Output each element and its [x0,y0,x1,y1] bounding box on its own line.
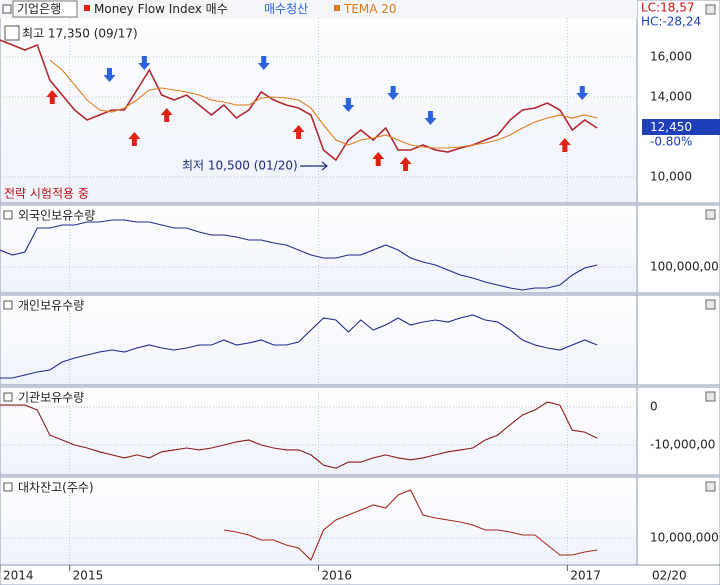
sell-arrow [424,111,437,125]
x-tick-label: 2015 [73,569,104,583]
buy-arrow [292,125,305,139]
sell-arrow [138,56,151,70]
annotation-arrow [300,161,328,171]
buy-arrow [399,157,412,171]
close-button [705,481,716,492]
legend-entry: TEMA 20 [343,2,397,16]
header-bar [0,0,637,18]
panel-icon [3,392,13,402]
annotation: 최고 17,350 (09/17) [22,27,138,41]
info-lc: LC:18,57 [641,1,694,15]
buy-arrow [558,138,571,152]
info-hc: HC:-28,24 [641,15,701,29]
axis-area [636,476,720,566]
close-button [705,209,716,220]
series-line [0,314,598,379]
panel-title: 대차잔고(주수) [18,481,94,495]
panel-title: 외국인보유수량 [18,209,95,223]
series-line [223,489,598,561]
sell-arrow [576,86,589,100]
axis-area [636,294,720,386]
panel [0,386,638,476]
buy-arrow [160,108,173,122]
y-tick-label: 0 [650,399,658,413]
y-tick-label: 10,000,000 [650,531,719,545]
legend-entry: Money Flow Index 매수 [94,2,228,16]
x-axis-area [0,564,720,585]
price-change: -0.80% [650,135,692,149]
buy-arrow [372,152,385,166]
buy-arrow [46,90,59,104]
sell-arrow [257,56,270,70]
panel [0,204,638,294]
sell-arrow [342,98,355,112]
y-tick-label: 100,000,00 [650,260,719,274]
symbol-box [12,0,78,18]
annotation-icon [4,25,20,41]
panel [0,476,638,566]
panel-title: 기관보유수량 [18,391,84,405]
series-line [0,401,598,469]
series-line [0,219,598,291]
buy-arrow [128,132,141,146]
axis-area [636,386,720,476]
x-tick-label: 2016 [322,569,353,583]
close-button [705,391,716,402]
sell-arrow [387,86,400,100]
x-end-label: 02/20 [652,569,687,583]
annotation: 최저 10,500 (01/20) [182,159,298,173]
panel-icon [3,300,13,310]
y-tick-label: 14,000 [650,90,692,104]
y-tick-label: -10,000,00 [650,437,715,451]
series-line [0,39,598,162]
legend-entry: 매수청산 [264,2,308,16]
y-tick-label: 16,000 [650,50,692,64]
x-tick-label: 2014 [3,569,34,583]
legend-swatch [334,5,340,11]
axis-area [636,204,720,294]
price-box [642,119,720,135]
panel-icon [3,210,13,220]
sell-arrow [103,68,116,82]
x-tick-label: 2017 [570,569,601,583]
close-button [705,299,716,310]
axis-area [636,0,720,204]
series-line [49,59,598,149]
panel-icon [3,482,13,492]
legend-swatch [84,5,90,11]
header-icon [2,4,12,14]
annotation: 전략 시험적용 중 [4,187,89,201]
y-tick-label: 10,000 [650,170,692,184]
last-price: 12,450 [650,120,692,134]
close-button [705,4,716,15]
symbol-name: 기업은행 [17,1,61,16]
panel-title: 개인보유수량 [18,299,84,313]
